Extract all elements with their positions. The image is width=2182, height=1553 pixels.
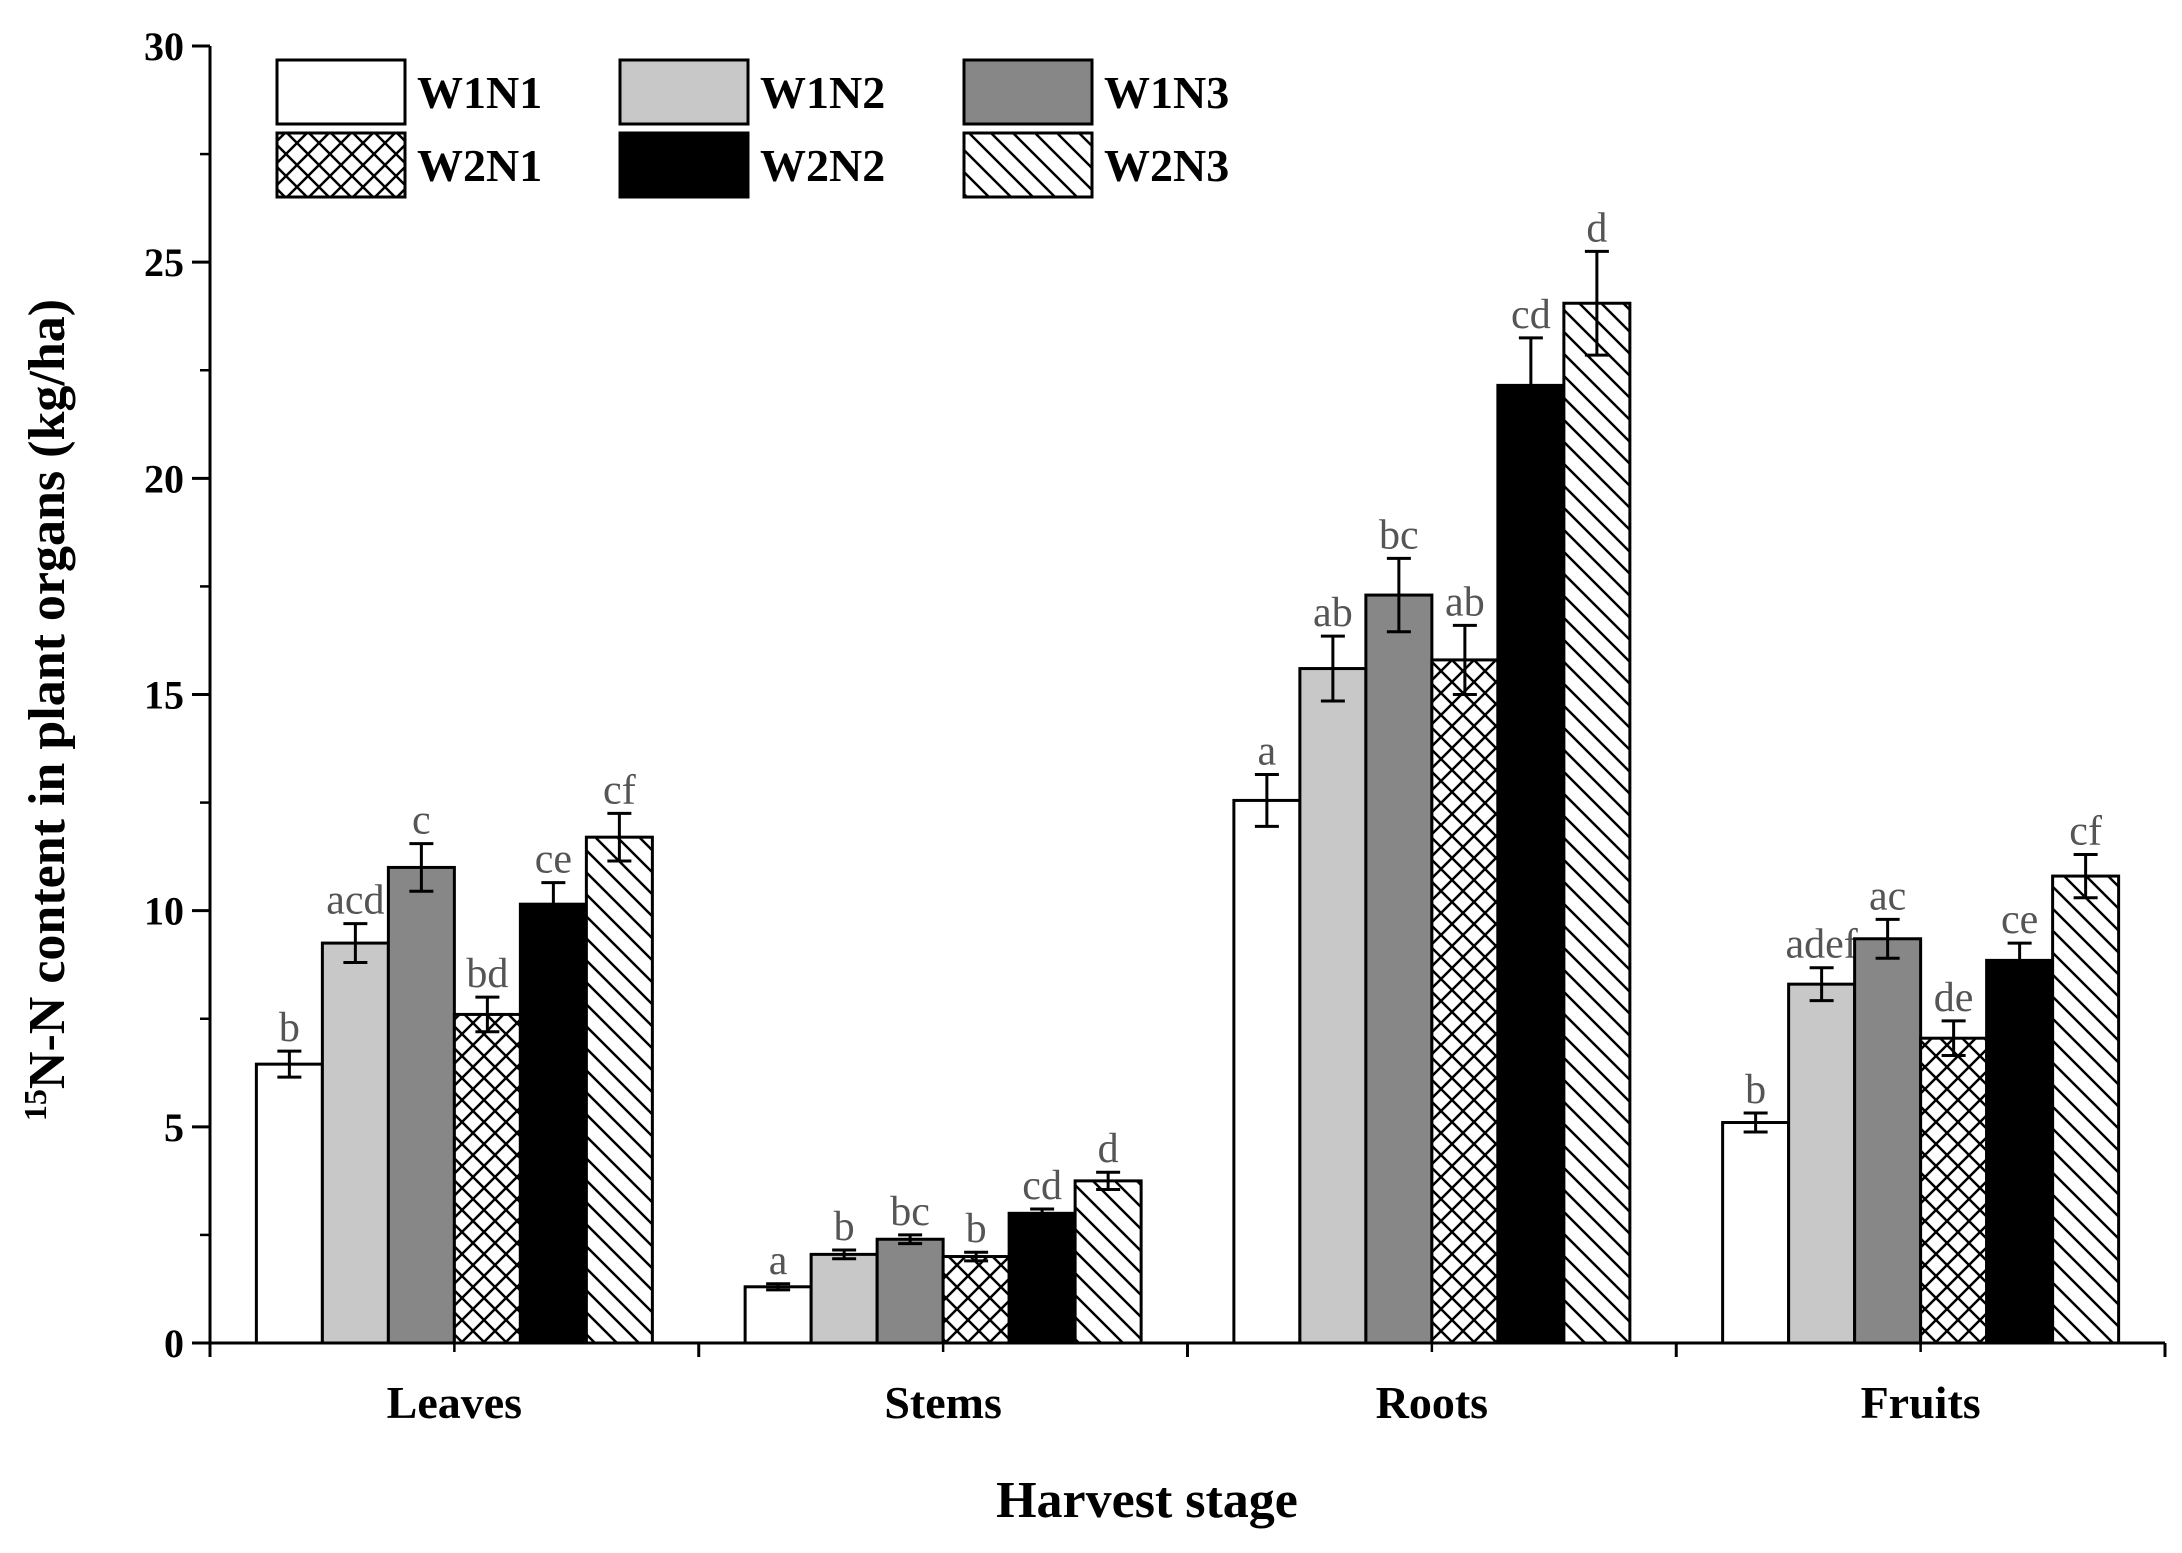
significance-label: cd (1511, 292, 1551, 338)
significance-label: acd (326, 878, 384, 924)
bar (875, 1237, 945, 1345)
legend-swatch (962, 58, 1094, 126)
bar (1298, 667, 1368, 1345)
x-axis-title: Harvest stage (996, 1472, 1298, 1529)
x-category-label: Leaves (387, 1377, 522, 1428)
significance-label: de (1934, 975, 1974, 1021)
bar (1007, 1211, 1077, 1345)
significance-label: cf (603, 767, 636, 813)
significance-label: ab (1445, 579, 1485, 625)
bar (518, 902, 588, 1345)
bar (320, 941, 390, 1345)
y-tick-label: 15 (144, 673, 184, 718)
y-axis-title-text: N-N content in plant organs (kg/ha) (19, 299, 76, 1089)
significance-label: bd (466, 951, 508, 997)
bar (1232, 798, 1302, 1345)
significance-label: adef (1785, 922, 1857, 968)
x-category-label: Fruits (1861, 1377, 1981, 1428)
bar (1787, 982, 1857, 1345)
legend-swatch (618, 131, 750, 199)
bar (1496, 383, 1566, 1345)
legend-label: W2N1 (417, 140, 542, 191)
bar (1073, 1179, 1143, 1345)
bar (1430, 658, 1500, 1345)
bar (743, 1285, 813, 1345)
bar (1985, 958, 2055, 1345)
y-tick-label: 0 (164, 1321, 184, 1366)
legend-swatch (275, 58, 407, 126)
legend-swatch (962, 131, 1094, 199)
significance-label: ac (1869, 873, 1906, 919)
significance-label: d (1098, 1126, 1119, 1172)
y-tick-label: 5 (164, 1105, 184, 1150)
significance-label: b (279, 1005, 300, 1051)
significance-label: b (966, 1206, 987, 1252)
significance-label: c (412, 798, 431, 844)
y-axis-title: 15N-N content in plant organs (kg/ha) (17, 299, 76, 1121)
significance-label: d (1586, 205, 1607, 251)
legend-label: W1N1 (417, 67, 542, 118)
significance-label: b (834, 1204, 855, 1250)
significance-label: a (769, 1238, 788, 1284)
significance-label: ab (1313, 590, 1353, 636)
bar (386, 865, 456, 1345)
significance-label: cf (2069, 808, 2102, 854)
y-tick-label: 25 (144, 240, 184, 285)
bar (452, 1012, 522, 1345)
significance-label: a (1258, 728, 1277, 774)
bar (584, 835, 654, 1345)
legend-label: W1N3 (1104, 67, 1229, 118)
y-tick-label: 30 (144, 24, 184, 69)
y-tick-label: 20 (144, 456, 184, 501)
legend-swatch (275, 131, 407, 199)
bar (1721, 1121, 1791, 1345)
legend-swatch (618, 58, 750, 126)
legend-label: W2N3 (1104, 140, 1229, 191)
bar (1853, 937, 1923, 1345)
axes-group: 0 5 10 15 20 25 30 Leaves Stems Roots Fruits (144, 24, 2167, 1428)
y-tick-label: 10 (144, 889, 184, 934)
y-axis-title-superscript: 15 (17, 1089, 53, 1121)
significance-label: ce (2001, 897, 2038, 943)
legend-label: W2N2 (760, 140, 885, 191)
bar (809, 1252, 879, 1345)
significance-label: bc (1379, 512, 1419, 558)
bar (1562, 301, 1632, 1345)
x-category-label: Stems (884, 1377, 1002, 1428)
bar (941, 1255, 1011, 1345)
bar (1919, 1036, 1989, 1345)
bar (254, 1062, 324, 1345)
significance-label: b (1745, 1067, 1766, 1113)
x-category-label: Roots (1376, 1377, 1488, 1428)
bar (1364, 593, 1434, 1345)
significance-label: bc (890, 1189, 930, 1235)
significance-label: cd (1022, 1163, 1062, 1209)
bar (2051, 874, 2121, 1345)
significance-label: ce (535, 837, 572, 883)
legend: W1N1 W1N2 W1N3 W2N1 W2N2 W2N3 (275, 58, 1229, 199)
legend-label: W1N2 (760, 67, 885, 118)
